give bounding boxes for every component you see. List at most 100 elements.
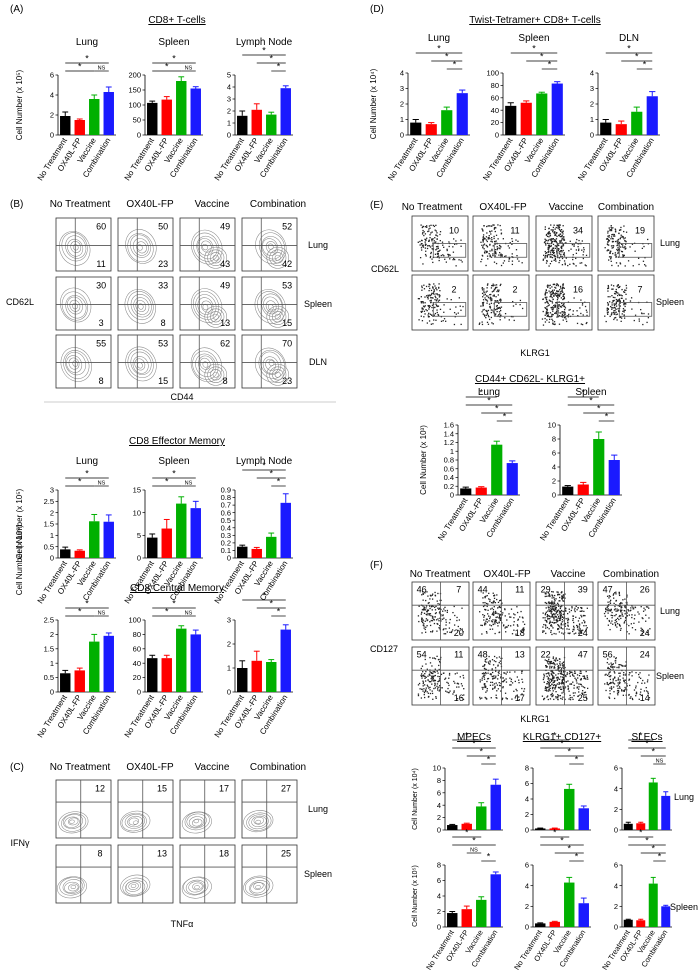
event-dot: [625, 284, 627, 287]
event-dot: [435, 224, 437, 227]
event-dot: [485, 602, 488, 605]
event-dot: [575, 632, 577, 634]
event-dot: [497, 664, 499, 666]
event-dot: [641, 630, 643, 632]
event-dot: [608, 595, 610, 597]
ns-label: NS: [185, 66, 193, 72]
event-dot: [561, 304, 564, 307]
y-tick-label: 2: [525, 902, 529, 911]
chart-CM-lung: 00.511.522.5No TreatmentOX40L-FPVaccineC…: [36, 599, 116, 739]
event-dot: [499, 606, 502, 609]
event-dot: [423, 231, 425, 233]
event-dot: [558, 304, 560, 306]
event-dot: [645, 265, 647, 267]
event-dot: [572, 698, 574, 701]
event-dot: [498, 254, 500, 256]
event-dot: [564, 597, 566, 599]
bar-ox40l-fp: [161, 99, 172, 135]
event-dot: [562, 291, 564, 293]
event-dot: [641, 682, 643, 684]
event-dot: [505, 673, 507, 675]
significance-star: *: [479, 388, 483, 398]
bar-ox40l-fp: [161, 528, 172, 558]
event-dot: [560, 673, 562, 675]
event-dot: [557, 304, 559, 306]
panel-letter: (E): [370, 200, 383, 211]
event-dot: [628, 624, 630, 627]
event-dot: [623, 314, 625, 316]
event-dot: [494, 286, 497, 289]
event-dot: [448, 253, 450, 256]
event-dot: [448, 674, 451, 676]
event-dot: [620, 606, 623, 608]
event-dot: [496, 684, 498, 686]
event-dot: [560, 249, 563, 252]
event-dot: [486, 594, 488, 597]
event-dot: [560, 688, 562, 690]
event-dot: [554, 600, 556, 602]
event-dot: [552, 291, 554, 293]
event-dot: [550, 256, 552, 258]
event-dot: [424, 677, 426, 680]
event-dot: [586, 314, 588, 317]
event-dot: [431, 306, 433, 309]
bar-vaccine: [266, 114, 277, 135]
event-dot: [617, 292, 619, 294]
event-dot: [542, 612, 544, 614]
event-dot: [647, 317, 650, 319]
event-dot: [486, 312, 489, 314]
event-dot: [433, 679, 435, 681]
significance-star: *: [597, 404, 601, 414]
event-dot: [429, 236, 431, 239]
event-dot: [543, 623, 545, 626]
event-dot: [481, 686, 483, 689]
event-dot: [556, 249, 558, 251]
event-dot: [486, 698, 488, 700]
event-dot: [611, 687, 613, 690]
event-dot: [431, 675, 433, 677]
bar-combination: [103, 521, 114, 558]
y-tick-label: 0: [50, 131, 54, 140]
event-dot: [421, 239, 423, 242]
event-dot: [489, 297, 491, 300]
event-dot: [549, 235, 552, 237]
event-dot: [495, 696, 497, 699]
event-dot: [491, 628, 494, 630]
event-dot: [495, 616, 497, 619]
event-dot: [431, 620, 434, 622]
event-dot: [517, 625, 519, 627]
event-dot: [609, 693, 611, 695]
event-dot: [612, 307, 614, 309]
event-dot: [572, 630, 574, 633]
event-dot: [424, 690, 426, 692]
event-dot: [619, 609, 622, 611]
event-dot: [622, 310, 624, 313]
contour: [265, 241, 277, 254]
event-dot: [550, 224, 552, 226]
event-dot: [447, 255, 450, 257]
event-dot: [545, 239, 548, 242]
event-dot: [557, 628, 559, 630]
event-dot: [557, 225, 559, 227]
event-dot: [460, 633, 462, 635]
event-dot: [545, 689, 548, 691]
significance-star: *: [269, 469, 273, 479]
event-dot: [569, 670, 571, 673]
event-dot: [547, 305, 549, 307]
event-dot: [421, 320, 424, 322]
contour: [67, 238, 84, 257]
event-dot: [620, 294, 622, 296]
event-dot: [501, 255, 503, 257]
event-dot: [484, 252, 486, 254]
event-dot: [492, 687, 494, 690]
event-dot: [485, 295, 488, 297]
event-dot: [422, 305, 425, 307]
event-dot: [551, 296, 553, 299]
event-dot: [499, 224, 501, 227]
event-dot: [417, 297, 420, 300]
y-tick-label: 50: [133, 116, 141, 125]
event-dot: [545, 262, 548, 264]
event-dot: [562, 676, 564, 678]
